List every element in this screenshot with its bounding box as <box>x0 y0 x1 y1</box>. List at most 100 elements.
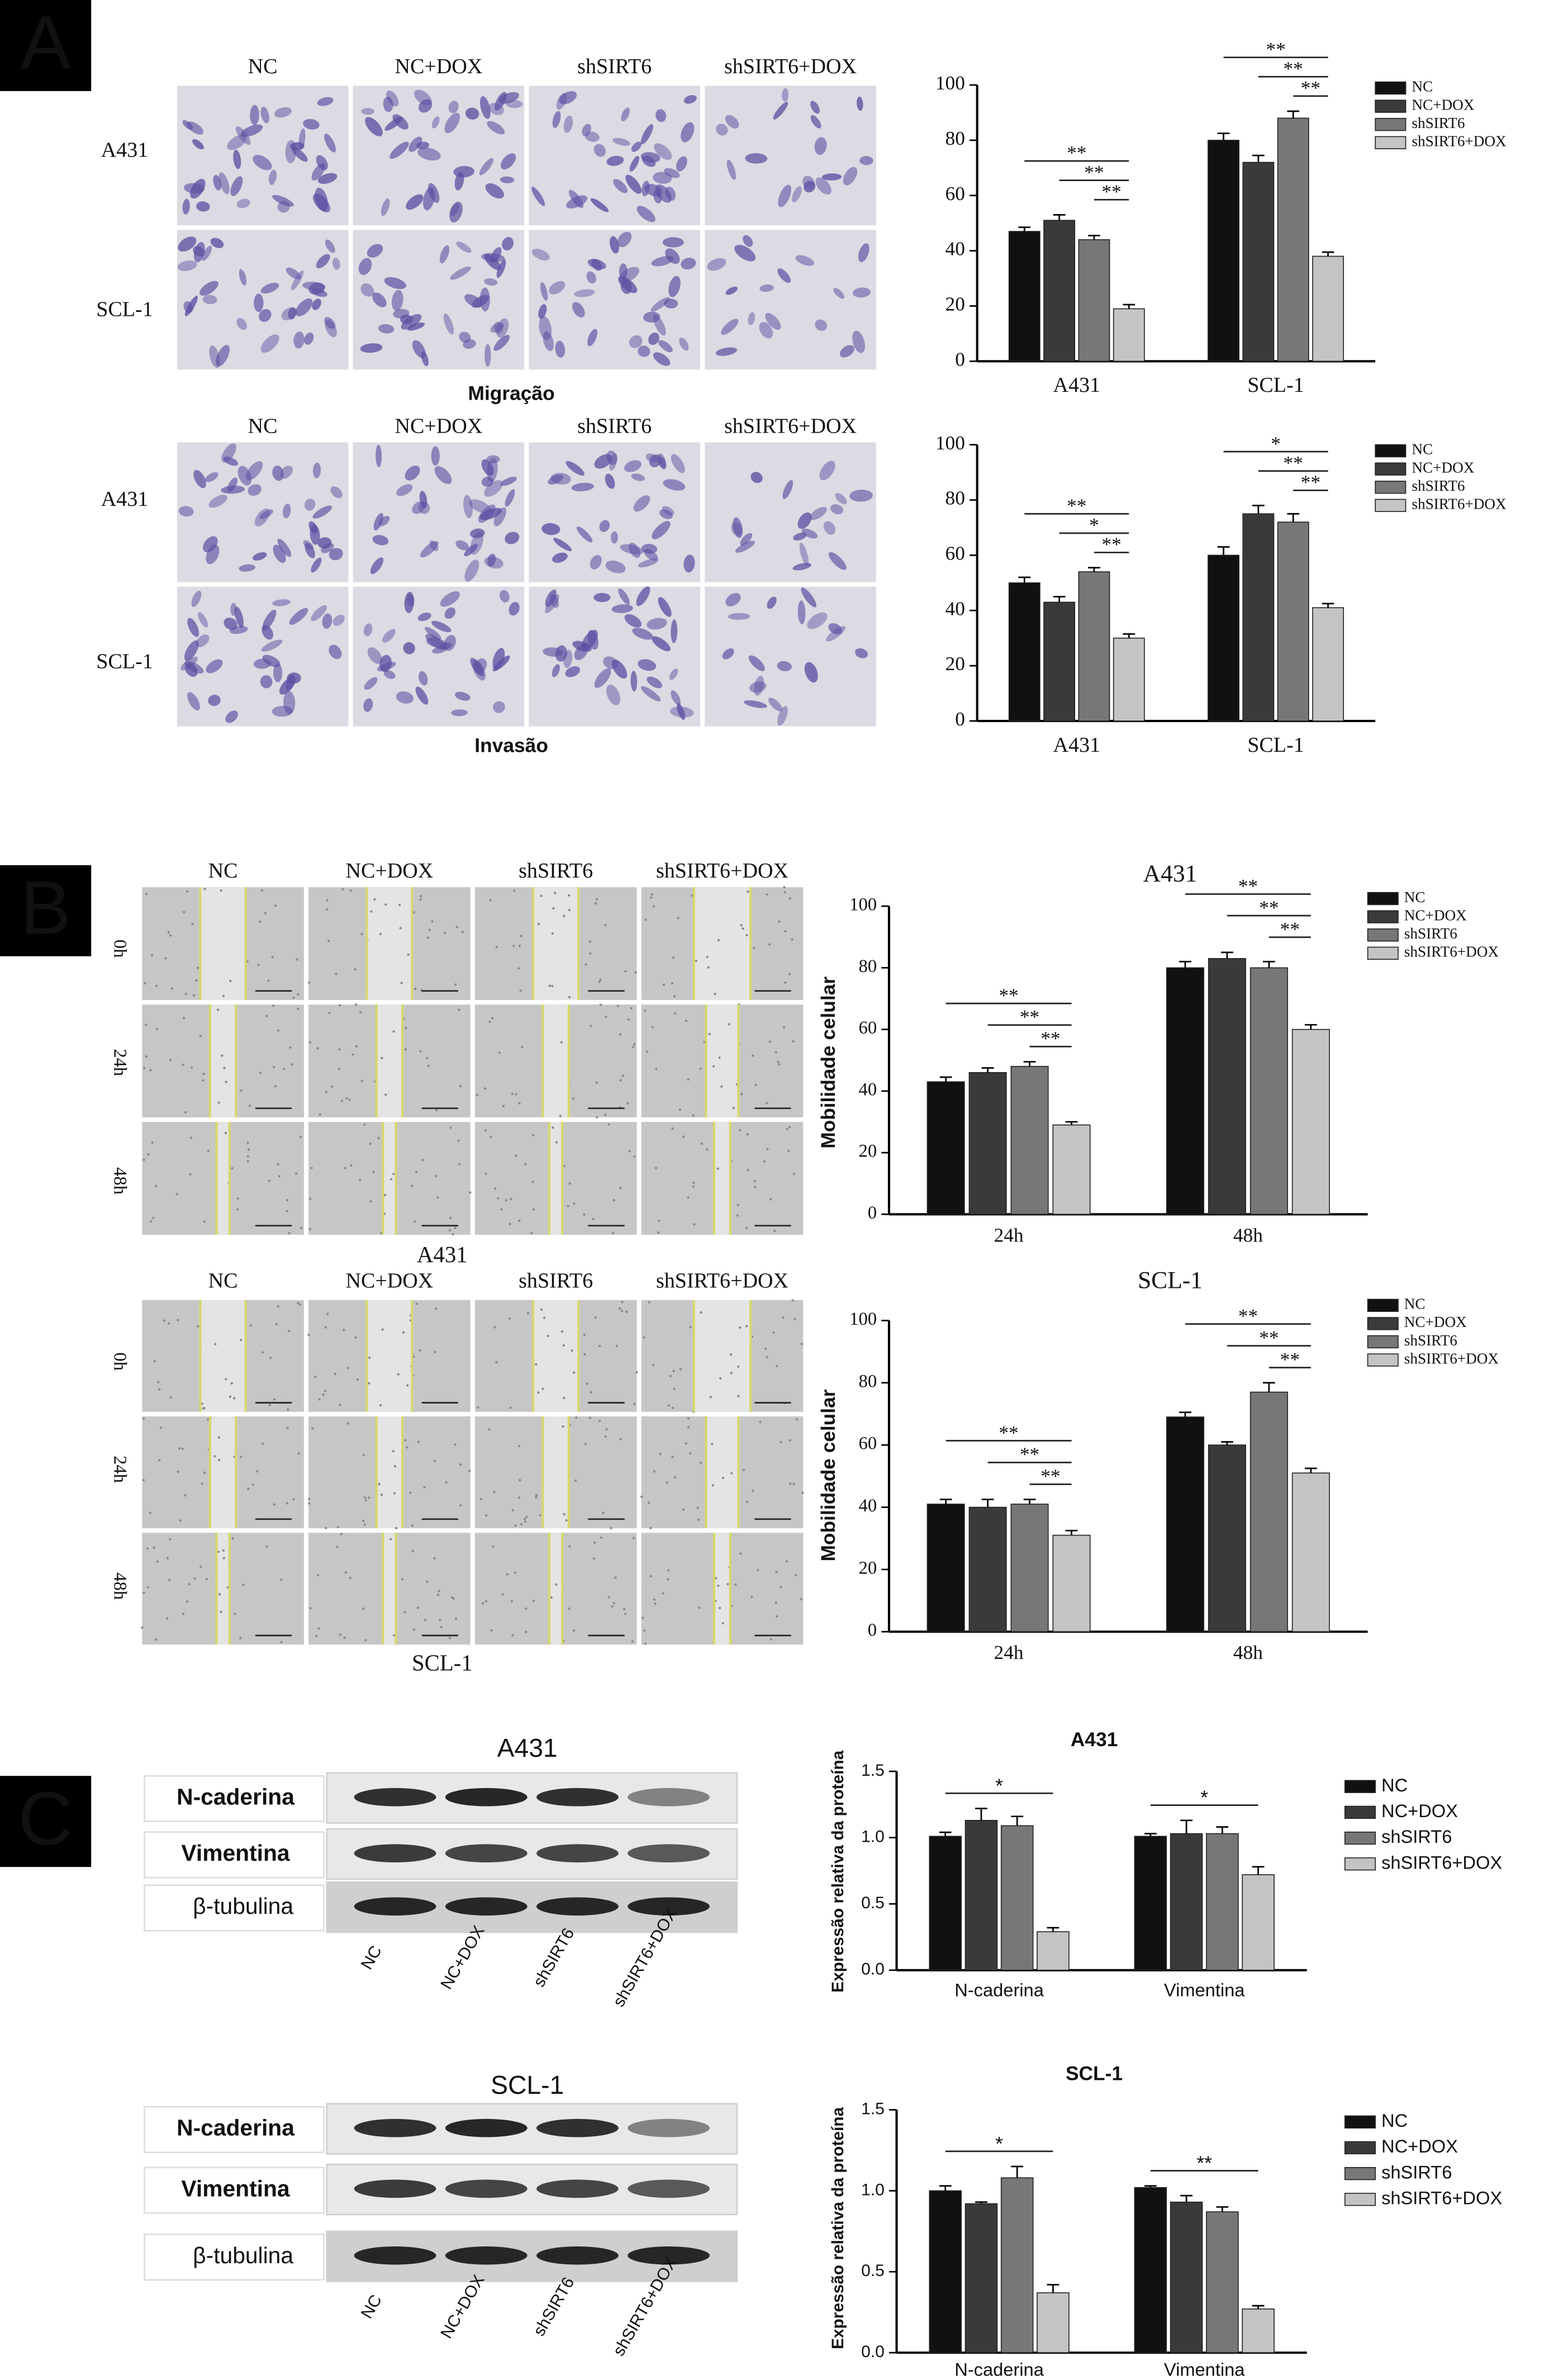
speckle <box>788 973 791 976</box>
cell <box>734 245 756 262</box>
speckle <box>178 1447 181 1450</box>
cell <box>367 244 383 258</box>
cell <box>372 292 387 307</box>
cell <box>821 173 842 181</box>
micrograph <box>474 1300 638 1412</box>
speckle <box>373 898 376 901</box>
speckle <box>595 898 598 900</box>
speckle <box>389 1538 392 1540</box>
cell <box>852 330 865 353</box>
speckle <box>614 1576 617 1579</box>
speckle <box>766 1148 769 1151</box>
significance-label: ** <box>1196 2153 1212 2174</box>
speckle <box>568 995 571 999</box>
speckle <box>565 1519 568 1522</box>
speckle <box>436 1594 440 1596</box>
micrograph <box>353 586 525 727</box>
speckle <box>588 1416 591 1419</box>
cell <box>280 466 293 479</box>
micrograph <box>353 230 525 370</box>
speckle <box>184 1111 187 1114</box>
micrograph <box>141 1533 304 1645</box>
speckle <box>800 1343 804 1345</box>
bar <box>1291 1472 1330 1633</box>
cell <box>792 186 802 203</box>
cell <box>782 88 789 102</box>
chart-title: A431 <box>1143 860 1198 887</box>
cell <box>725 592 741 606</box>
column-label: NC+DOX <box>345 1269 433 1292</box>
speckle <box>525 1630 528 1633</box>
speckle <box>201 1482 203 1485</box>
column-label: NC <box>248 415 278 438</box>
cell <box>448 101 459 113</box>
speckle <box>271 956 274 959</box>
cell <box>187 692 200 711</box>
cell <box>594 668 611 688</box>
speckle <box>203 1220 206 1223</box>
wound-gap <box>210 1416 236 1529</box>
speckle <box>362 1607 365 1610</box>
cell <box>552 664 560 677</box>
speckle <box>672 956 675 959</box>
cell <box>571 482 595 491</box>
speckle <box>344 1167 346 1170</box>
speckle <box>620 1310 624 1312</box>
speckle <box>414 987 417 990</box>
speckle <box>623 1608 626 1610</box>
legend-swatch <box>1344 2141 1376 2155</box>
micrograph <box>177 230 349 370</box>
cell <box>759 284 774 292</box>
cell <box>815 177 832 195</box>
speckle <box>671 1456 674 1458</box>
cell <box>324 134 336 153</box>
speckle <box>166 1617 169 1620</box>
cell <box>612 138 630 146</box>
cell <box>653 314 666 336</box>
cell <box>826 625 845 642</box>
speckle <box>563 914 566 917</box>
speckle <box>563 1396 566 1400</box>
y-tick-label: 0 <box>955 348 965 370</box>
micrograph <box>177 586 349 727</box>
speckle <box>791 938 794 941</box>
legend-label: shSIRT6+DOX <box>1404 944 1499 960</box>
cell <box>221 443 236 463</box>
block-caption: Migração <box>468 382 555 404</box>
cell <box>177 260 197 271</box>
speckle <box>519 1478 521 1482</box>
speckle <box>780 1586 782 1589</box>
speckle <box>364 1639 367 1642</box>
speckle <box>339 1633 341 1636</box>
speckle <box>328 1012 331 1014</box>
cell <box>606 155 624 166</box>
cell <box>658 597 672 617</box>
row-label: A431 <box>101 138 149 162</box>
speckle <box>519 989 522 992</box>
cell <box>654 143 672 160</box>
speckle <box>433 1459 436 1462</box>
speckle <box>575 1416 578 1419</box>
x-tick-label: 24h <box>994 1642 1024 1663</box>
cell <box>502 237 514 251</box>
cell <box>605 473 615 489</box>
error-bar <box>1011 1815 1024 1826</box>
protein-band <box>354 2246 436 2265</box>
cell <box>566 195 588 208</box>
speckle <box>484 1600 487 1603</box>
cell <box>728 613 750 620</box>
cell <box>440 591 460 607</box>
speckle <box>763 1160 766 1163</box>
speckle <box>505 1199 508 1202</box>
cell <box>417 612 431 622</box>
cell <box>852 287 871 298</box>
speckle <box>142 1417 145 1420</box>
cell <box>464 544 478 557</box>
speckle <box>469 1191 472 1194</box>
legend-swatch <box>1367 1317 1399 1330</box>
speckle <box>426 1056 429 1060</box>
y-axis-label: Mobilidade celular <box>818 1389 839 1561</box>
error-bar <box>1018 226 1031 232</box>
micrograph-bg <box>705 586 876 727</box>
speckle <box>458 1163 461 1166</box>
